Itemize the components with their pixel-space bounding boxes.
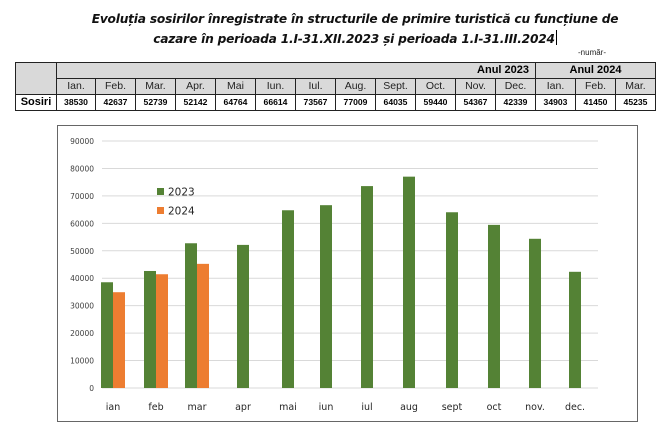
bar-2024-mar: [197, 263, 209, 388]
value-cell-2023-10: 54367: [455, 94, 496, 111]
month-header-2023-5: Iun.: [255, 78, 296, 95]
x-tick-label: oct: [487, 402, 502, 413]
month-header-2023-1: Feb.: [95, 78, 136, 95]
title-line-2: cazare în perioada 1.I-31.XII.2023 și pe…: [60, 29, 650, 49]
x-tick-label: dec.: [565, 402, 585, 413]
value-cell-2023-1: 42637: [95, 94, 136, 111]
x-tick-label: iun: [319, 402, 334, 413]
y-tick-label: 60000: [70, 219, 94, 228]
text-cursor: [555, 30, 557, 45]
legend-swatch-2024: [157, 207, 164, 214]
x-tick-label: ian: [106, 402, 120, 413]
month-header-2023-8: Sept.: [375, 78, 416, 95]
row-label: Sosiri: [15, 94, 57, 111]
value-cell-2023-3: 52142: [175, 94, 216, 111]
y-tick-label: 40000: [70, 274, 94, 283]
value-cell-2024-2: 45235: [615, 94, 656, 111]
bar-2023-nov: [529, 238, 541, 388]
table-month-row: Ian. Feb. Mar. Apr. Mai Iun. Iul. Aug. Sept. Oct.…: [16, 78, 656, 95]
y-tick-label: 90000: [70, 137, 94, 146]
x-tick-label: mai: [279, 402, 297, 413]
month-header-2023-10: Nov.: [455, 78, 496, 95]
y-tick-label: 80000: [70, 164, 94, 173]
x-tick-label: iul: [361, 402, 372, 413]
month-header-2023-4: Mai: [215, 78, 256, 95]
x-tick-label: sept: [442, 402, 463, 413]
month-header-2023-7: Aug.: [335, 78, 376, 95]
y-tick-label: 10000: [70, 357, 94, 366]
bar-2023-ian: [101, 282, 113, 388]
value-cell-2023-5: 66614: [255, 94, 296, 111]
bar-2024-ian: [113, 292, 125, 388]
month-header-2023-3: Apr.: [175, 78, 216, 95]
unit-label: -număr-: [578, 48, 607, 57]
bar-chart: 0 10000 20000 30000 40000 50000 60000 70000 8000…: [70, 137, 598, 413]
bar-2023-iul: [361, 186, 373, 388]
value-cell-2023-9: 59440: [415, 94, 456, 111]
bar-2023-mar: [185, 243, 197, 388]
month-header-2023-2: Mar.: [135, 78, 176, 95]
y-tick-label: 20000: [70, 329, 94, 338]
bar-2023-oct: [488, 224, 500, 388]
page-title: Evoluția sosirilor înregistrate în struc…: [60, 9, 650, 49]
month-header-2023-9: Oct.: [415, 78, 456, 95]
bar-2023-aug: [403, 176, 415, 388]
bar-2023-sept: [446, 212, 458, 388]
chart-container: 0 10000 20000 30000 40000 50000 60000 70000 8000…: [57, 125, 638, 422]
x-tick-label: aug: [400, 402, 418, 413]
value-cell-2024-0: 34903: [535, 94, 576, 111]
title-line-1: Evoluția sosirilor înregistrate în struc…: [91, 12, 619, 26]
bar-2023-dec: [569, 271, 581, 388]
value-cell-2023-0: 38530: [56, 94, 96, 111]
bar-2023-mai: [282, 210, 294, 388]
x-tick-label: nov.: [525, 402, 545, 413]
month-header-2023-0: Ian.: [56, 78, 96, 95]
table-year-row: Anul 2023 Anul 2024: [15, 62, 656, 95]
month-header-2023-11: Dec.: [495, 78, 536, 95]
y-tick-label: 70000: [70, 192, 94, 201]
legend-swatch-2023: [157, 188, 164, 195]
bar-2023-feb: [144, 270, 156, 388]
value-cell-2024-1: 41450: [575, 94, 616, 111]
month-header-2024-1: Feb.: [575, 78, 616, 95]
value-cell-2023-7: 77009: [335, 94, 376, 111]
bar-2023-iun: [320, 205, 332, 388]
year-header-2023: Anul 2023: [56, 62, 536, 79]
value-cell-2023-6: 73567: [295, 94, 336, 111]
bar-2024-feb: [156, 274, 168, 388]
table-row: Sosiri 38530 42637 52739 52142 64764 66614 735…: [15, 94, 656, 111]
title-line-2-text: cazare în perioada 1.I-31.XII.2023 și pe…: [153, 32, 555, 46]
value-cell-2023-11: 42339: [495, 94, 536, 111]
y-tick-label: 50000: [70, 247, 94, 256]
bar-2023-apr: [237, 244, 249, 388]
month-header-2024-2: Mar.: [615, 78, 656, 95]
month-header-2023-6: Iul.: [295, 78, 336, 95]
month-header-2024-0: Ian.: [535, 78, 576, 95]
value-cell-2023-2: 52739: [135, 94, 176, 111]
legend-label-2023: 2023: [168, 187, 195, 199]
legend-label-2024: 2024: [168, 206, 195, 218]
y-tick-label: 30000: [70, 302, 94, 311]
data-table: Anul 2023 Anul 2024 Ian. Feb. Mar. Apr. Mai I…: [15, 62, 656, 111]
table-corner-cell: [15, 62, 57, 95]
year-header-2024: Anul 2024: [535, 62, 656, 79]
value-cell-2023-8: 64035: [375, 94, 416, 111]
x-tick-label: apr: [235, 402, 251, 413]
value-cell-2023-4: 64764: [215, 94, 256, 111]
y-tick-label: 0: [89, 384, 94, 393]
x-tick-label: feb: [148, 402, 163, 413]
x-tick-label: mar: [188, 402, 207, 413]
